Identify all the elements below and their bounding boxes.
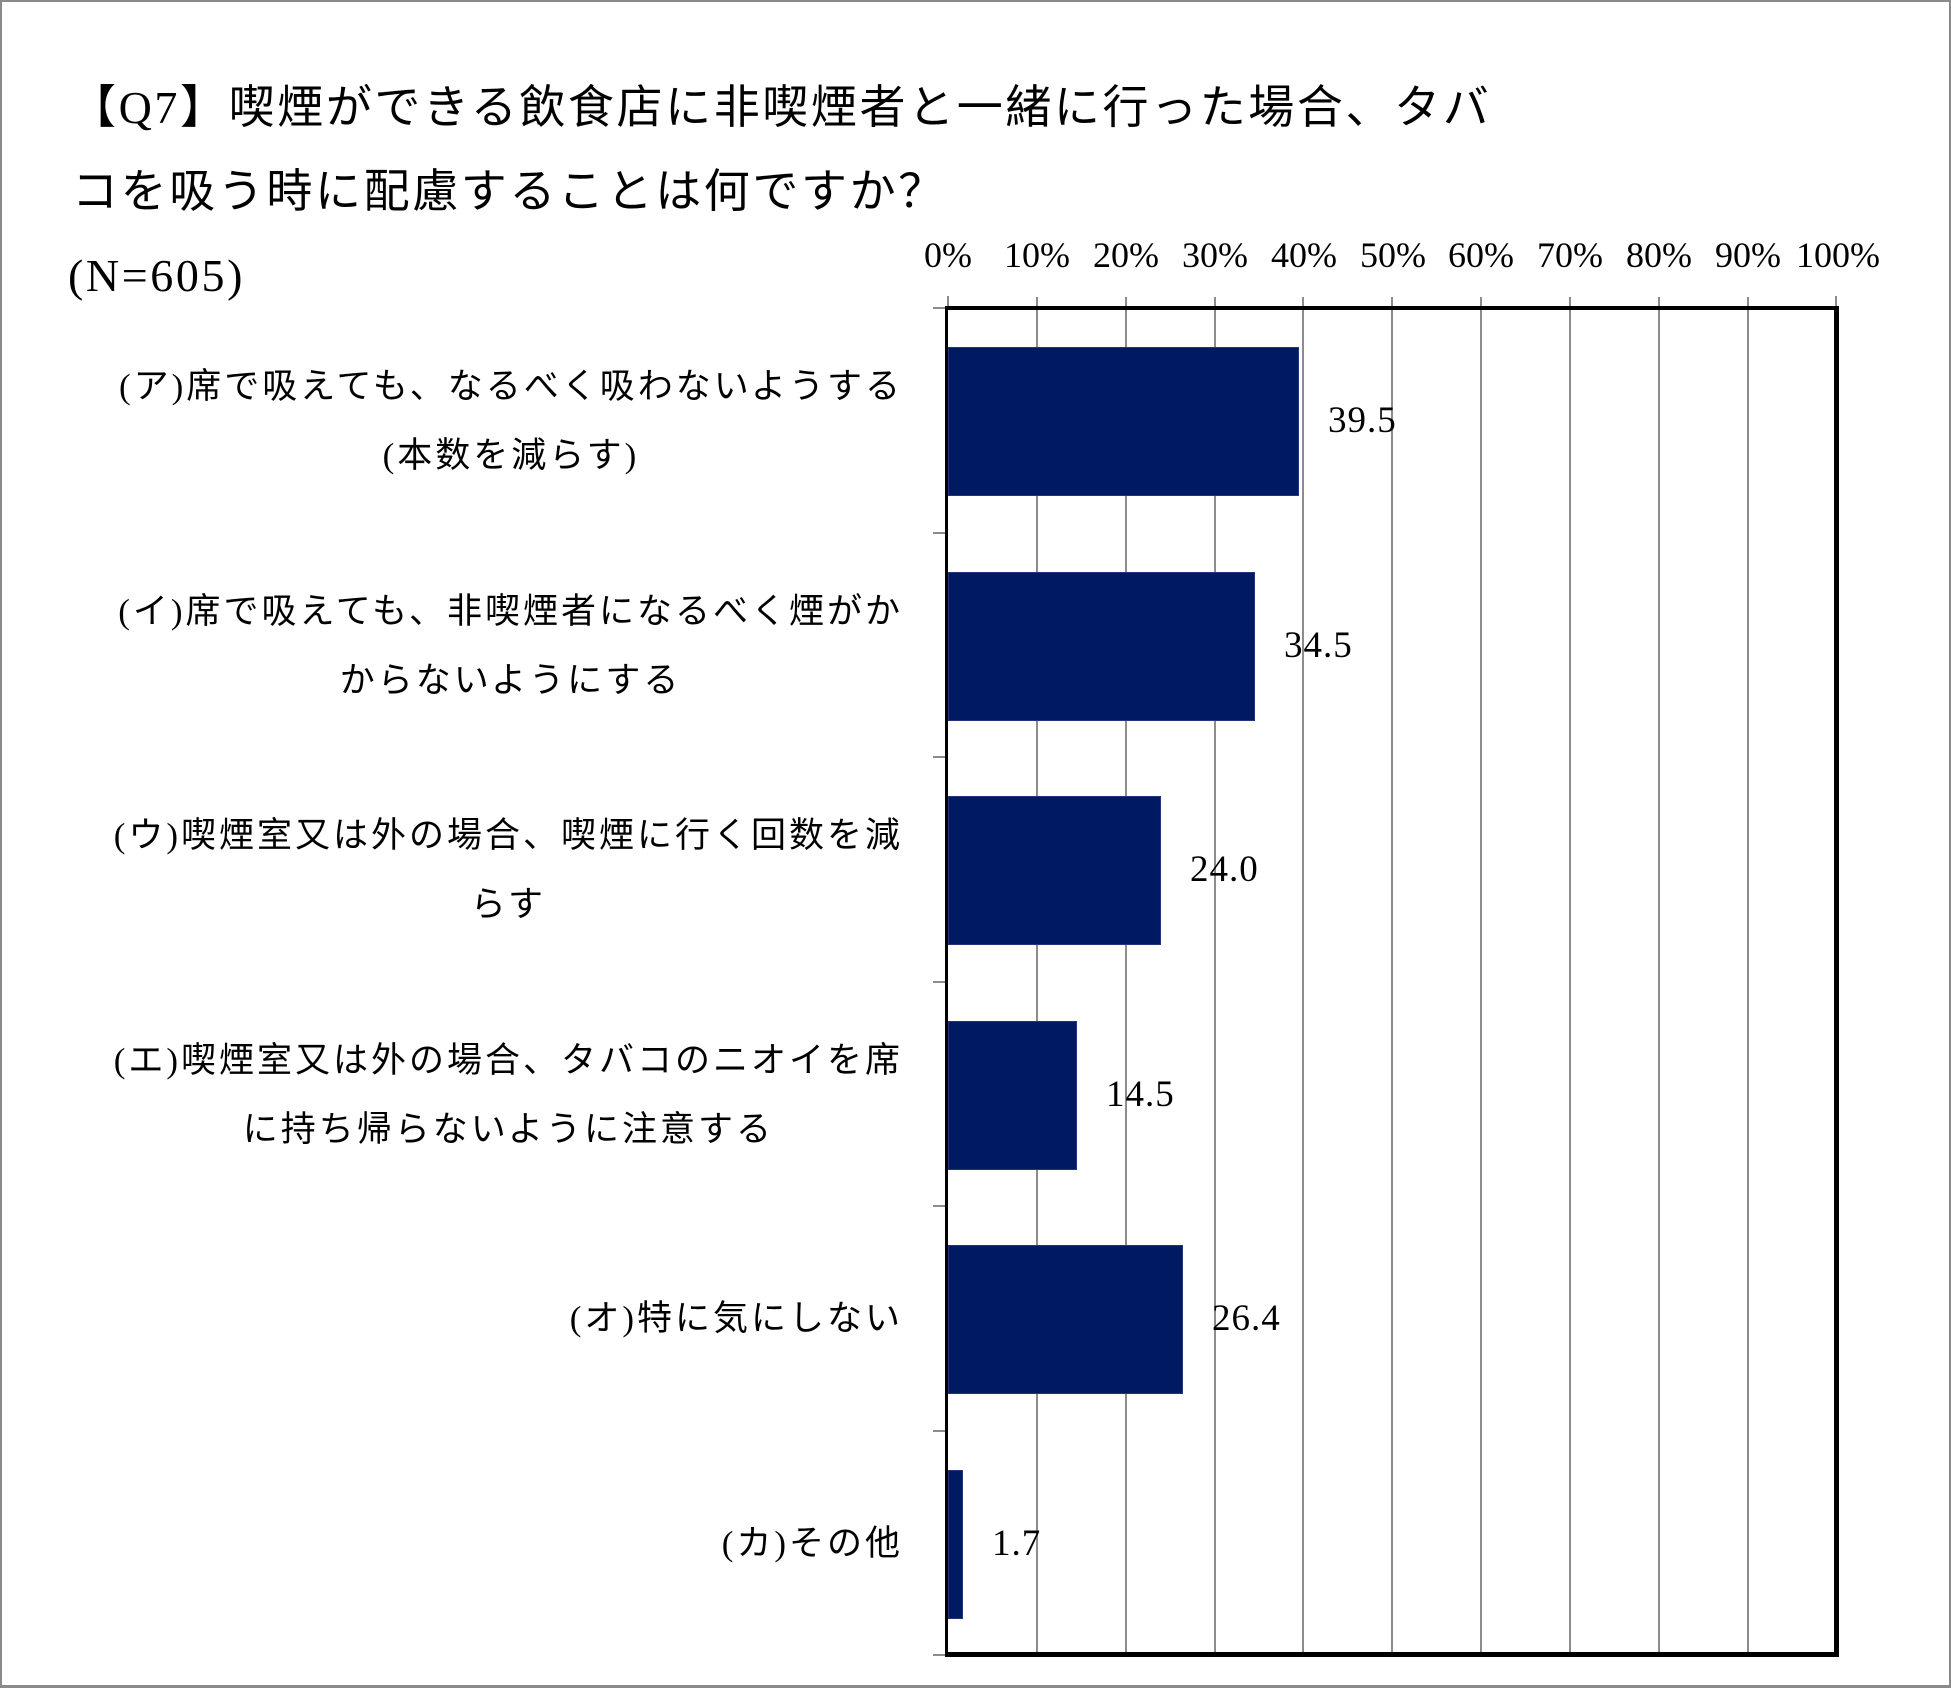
x-tick-label: 100% [1796, 235, 1880, 275]
y-tick-mark [933, 532, 948, 534]
chart-title-line-1: 【Q7】喫煙ができる飲食店に非喫煙者と一緒に行った場合、タバ [70, 82, 1492, 133]
x-tick-label: 80% [1626, 235, 1692, 275]
gridline [1036, 297, 1038, 1654]
y-tick-mark [933, 307, 948, 309]
category-label-line: (ア)席で吸えても、なるべく吸わないようする [118, 367, 903, 406]
category-label-o: (オ)特に気にしない [570, 1284, 903, 1353]
x-tick-label: 50% [1360, 235, 1426, 275]
value-label: 26.4 [1212, 1298, 1281, 1339]
plot-area [945, 306, 1839, 1657]
chart-title: 【Q7】喫煙ができる飲食店に非喫煙者と一緒に行った場合、タバ コを吸う時に配慮す… [68, 66, 1572, 326]
bar-i[interactable] [948, 572, 1255, 721]
value-label: 24.0 [1190, 849, 1259, 890]
gridline [1302, 297, 1304, 1654]
x-tick-label: 60% [1448, 235, 1514, 275]
category-label-line: に持ち帰らないように注意する [242, 1110, 774, 1149]
category-label-line: らす [470, 885, 546, 924]
x-tick-label: 20% [1093, 235, 1159, 275]
x-tick-mark [1835, 296, 1837, 308]
gridline [1480, 297, 1482, 1654]
x-tick-label: 90% [1715, 235, 1781, 275]
x-tick-label: 30% [1182, 235, 1248, 275]
sample-size-label: (N=605) [68, 250, 245, 301]
gridline [1747, 297, 1749, 1654]
x-tick-label: 70% [1537, 235, 1603, 275]
bar-ka[interactable] [948, 1470, 963, 1619]
bar-u[interactable] [948, 796, 1161, 945]
value-label: 34.5 [1284, 625, 1353, 666]
category-label-line: (カ)その他 [721, 1524, 903, 1563]
category-label-e: (エ)喫煙室又は外の場合、タバコのニオイを席 に持ち帰らないように注意する [114, 1026, 903, 1164]
x-tick-label: 10% [1004, 235, 1070, 275]
bar-o[interactable] [948, 1245, 1183, 1394]
category-label-ka: (カ)その他 [722, 1509, 903, 1578]
category-label-line: (ウ)喫煙室又は外の場合、喫煙に行く回数を減 [113, 816, 903, 855]
x-tick-label: 40% [1271, 235, 1337, 275]
bar-e[interactable] [948, 1021, 1077, 1170]
category-label-line: (イ)席で吸えても、非喫煙者になるべく煙がか [118, 592, 903, 631]
gridline [1569, 297, 1571, 1654]
category-label-i: (イ)席で吸えても、非喫煙者になるべく煙がか からないようにする [118, 577, 903, 715]
y-tick-mark [933, 1654, 948, 1656]
category-label-line: (エ)喫煙室又は外の場合、タバコのニオイを席 [113, 1041, 903, 1080]
y-tick-mark [933, 1430, 948, 1432]
category-label-a: (ア)席で吸えても、なるべく吸わないようする (本数を減らす) [119, 352, 903, 490]
chart-title-line-2: コを吸う時に配慮することは何ですか？ [72, 166, 947, 217]
value-label: 39.5 [1328, 400, 1397, 441]
category-label-line: (オ)特に気にしない [569, 1299, 903, 1338]
category-label-u: (ウ)喫煙室又は外の場合、喫煙に行く回数を減 らす [114, 801, 903, 939]
y-tick-mark [933, 981, 948, 983]
value-label: 1.7 [992, 1523, 1042, 1564]
gridline [1214, 297, 1216, 1654]
y-tick-mark [933, 1205, 948, 1207]
gridline [1125, 297, 1127, 1654]
gridline [1658, 297, 1660, 1654]
value-label: 14.5 [1106, 1074, 1175, 1115]
x-tick-mark [947, 296, 949, 308]
y-tick-mark [933, 756, 948, 758]
category-label-line: からないようにする [339, 661, 682, 700]
bar-a[interactable] [948, 347, 1299, 496]
category-label-line: (本数を減らす) [382, 436, 640, 475]
x-tick-label: 0% [924, 235, 972, 275]
gridline [1391, 297, 1393, 1654]
